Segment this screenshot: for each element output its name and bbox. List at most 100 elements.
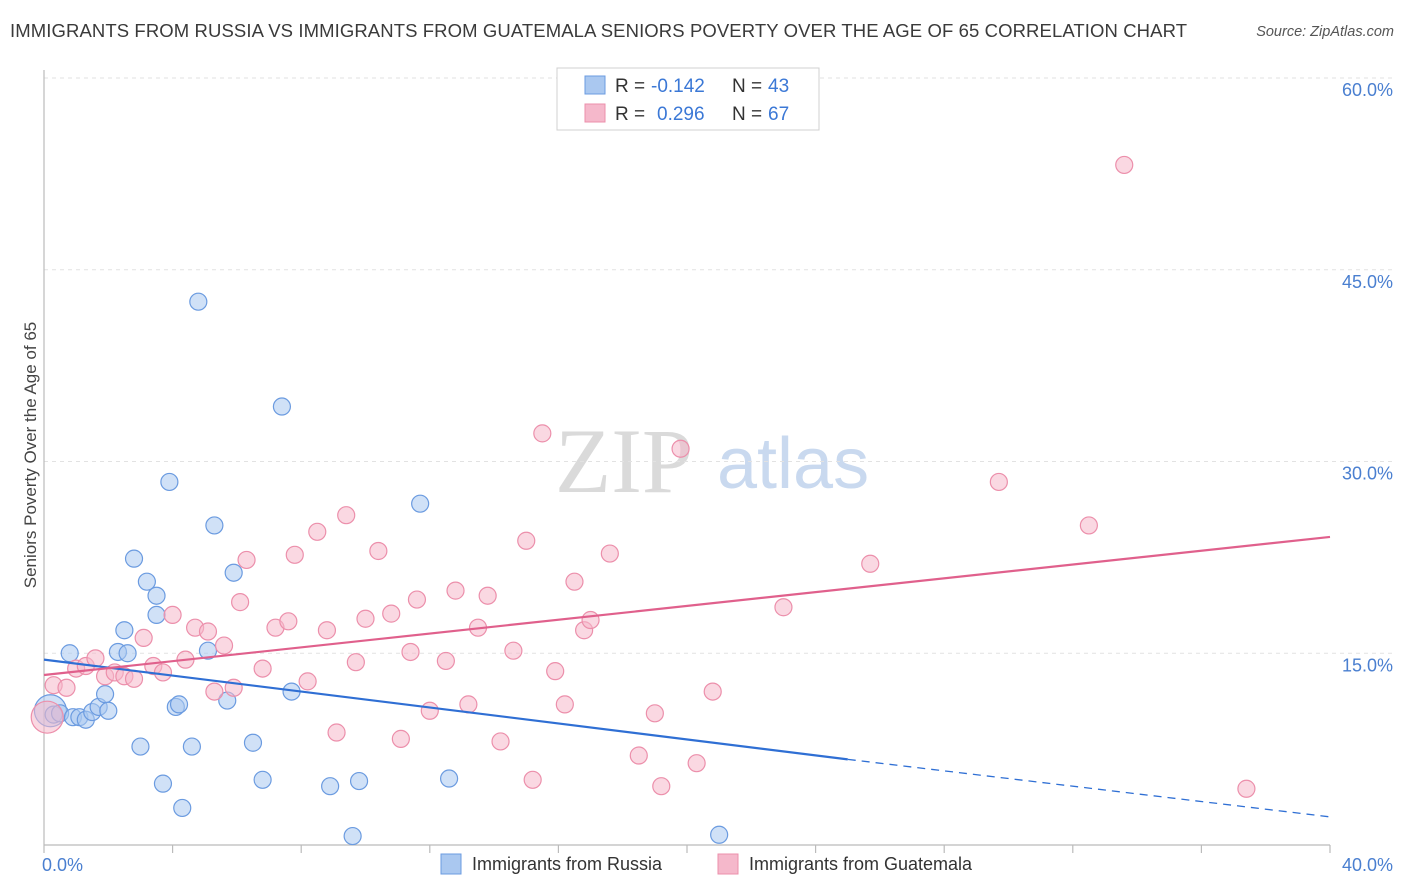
russia-point — [95, 685, 115, 704]
guatemala-point — [565, 572, 584, 591]
guatemala-point — [861, 554, 880, 573]
guatemala-point — [317, 621, 337, 640]
guatemala-point — [30, 700, 64, 734]
russia-point — [224, 563, 243, 582]
y-tick-labels: 15.0% 30.0% 45.0% 60.0% — [1342, 80, 1393, 675]
guatemala-point — [231, 593, 250, 612]
guatemala-point — [989, 472, 1008, 492]
guatemala-trend-line — [43, 535, 1331, 677]
guatemala-point — [57, 678, 76, 697]
guatemala-point — [298, 672, 317, 691]
bottom-legend-label-guatemala: Immigrants from Guatemala — [749, 854, 973, 874]
bottom-legend-swatch-guatemala — [717, 853, 739, 875]
russia-point — [411, 494, 430, 513]
guatemala-point — [523, 770, 542, 789]
legend-r-label-guatemala: R = — [615, 104, 645, 125]
guatemala-point — [327, 723, 346, 742]
russia-point — [137, 572, 156, 591]
bottom-legend-label-russia: Immigrants from Russia — [472, 854, 663, 874]
guatemala-point — [308, 522, 327, 541]
guatemala-point — [436, 651, 455, 671]
russia-trend-line — [43, 658, 848, 761]
chart-title: IMMIGRANTS FROM RUSSIA VS IMMIGRANTS FRO… — [10, 20, 1188, 41]
guatemala-point — [478, 586, 497, 605]
legend-swatch-russia — [584, 75, 606, 95]
source-label: Source: ZipAtlas.com — [1256, 24, 1394, 40]
guatemala-point — [671, 439, 690, 458]
guatemala-point — [459, 695, 478, 714]
top-legend: R = -0.142 N = 43 R = 0.296 N = 67 — [556, 67, 820, 131]
guatemala-point — [504, 641, 523, 660]
russia-point — [205, 516, 224, 535]
trend-lines — [43, 535, 1331, 818]
guatemala-point — [555, 695, 574, 714]
russia-point — [189, 292, 208, 311]
guatemala-point — [1237, 779, 1256, 798]
guatemala-point — [205, 682, 224, 701]
x-tick-label-min: 0.0% — [42, 855, 83, 875]
guatemala-point — [703, 682, 722, 701]
russia-point — [131, 737, 150, 756]
russia-point — [147, 586, 166, 605]
russia-point — [60, 644, 79, 663]
russia-point — [198, 641, 218, 660]
series-guatemala-points — [30, 155, 1256, 798]
watermark-atlas: atlas — [717, 424, 869, 504]
guatemala-point — [391, 729, 410, 748]
russia-point — [118, 644, 137, 663]
russia-point — [710, 825, 729, 844]
russia-point — [349, 771, 369, 791]
y-tick-label-1: 30.0% — [1342, 464, 1393, 484]
legend-n-label-guatemala: N = — [732, 104, 762, 125]
guatemala-point — [382, 604, 401, 623]
guatemala-point — [163, 605, 182, 625]
guatemala-point — [124, 669, 144, 688]
x-tick-label-max: 40.0% — [1342, 855, 1393, 875]
guatemala-point — [337, 506, 356, 525]
bottom-legend-swatch-russia — [440, 853, 462, 875]
guatemala-point — [279, 612, 298, 631]
russia-point — [147, 605, 166, 625]
legend-r-value-russia: -0.142 — [651, 76, 705, 97]
russia-point — [182, 737, 201, 756]
guatemala-point — [401, 642, 420, 662]
russia-point — [173, 798, 192, 818]
legend-n-value-russia: 43 — [768, 76, 789, 97]
guatemala-point — [446, 581, 465, 600]
legend-n-value-guatemala: 67 — [768, 104, 789, 125]
guatemala-point — [600, 544, 619, 563]
russia-point — [272, 397, 292, 416]
russia-point — [124, 549, 144, 568]
y-tick-label-0: 15.0% — [1342, 655, 1393, 675]
guatemala-point — [369, 541, 388, 561]
x-tick-marks — [43, 845, 1331, 853]
russia-point — [153, 774, 173, 793]
guatemala-point — [687, 754, 706, 773]
guatemala-point — [491, 732, 510, 751]
guatemala-point — [285, 545, 304, 564]
russia-point — [160, 472, 179, 492]
legend-r-value-guatemala: 0.296 — [657, 104, 705, 125]
guatemala-point — [629, 746, 648, 765]
russia-point — [169, 695, 189, 714]
guatemala-point — [198, 622, 218, 641]
guatemala-point — [652, 777, 671, 796]
bottom-legend: Immigrants from Russia Immigrants from G… — [440, 853, 973, 875]
russia-point — [343, 826, 362, 846]
guatemala-point — [517, 531, 536, 550]
guatemala-point — [533, 424, 552, 443]
guatemala-point — [214, 636, 234, 655]
russia-trend-extension — [847, 758, 1331, 818]
guatemala-point — [546, 662, 565, 681]
guatemala-point — [1079, 516, 1098, 535]
russia-point — [115, 621, 134, 640]
guatemala-point — [346, 653, 365, 672]
russia-point — [243, 733, 263, 752]
guatemala-point — [134, 628, 153, 648]
guatemala-point — [237, 550, 256, 570]
guatemala-point — [407, 590, 427, 609]
guatemala-point — [1115, 155, 1134, 175]
guatemala-point — [645, 704, 664, 723]
legend-r-label-russia: R = — [615, 76, 645, 97]
